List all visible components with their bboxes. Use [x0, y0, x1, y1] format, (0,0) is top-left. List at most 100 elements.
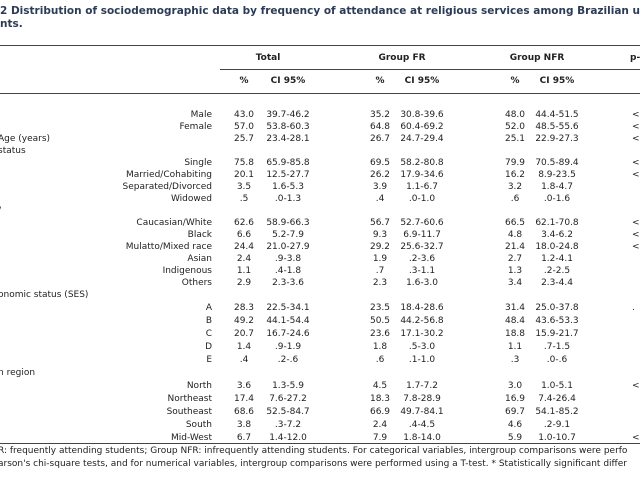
row-label: Indigenous — [162, 266, 212, 276]
cell: 69.5 — [369, 158, 391, 168]
cell: 18.4-28.6 — [400, 303, 444, 313]
cell: 22.9-27.3 — [535, 134, 579, 144]
cell: 12.5-27.7 — [266, 170, 310, 180]
cell: 1.4 — [236, 342, 252, 352]
sub-header: CI 95% — [404, 76, 440, 86]
cell: 6.7 — [236, 433, 252, 443]
cell: .3-1.1 — [408, 266, 436, 276]
cell: 75.8 — [233, 158, 255, 168]
cell: .4-1.8 — [274, 266, 302, 276]
cell: 23.4-28.1 — [266, 134, 310, 144]
cell: 20.1 — [233, 170, 255, 180]
group-header: p- — [630, 53, 640, 63]
cell: 3.8 — [236, 420, 252, 430]
cell: 18.8 — [504, 329, 526, 339]
cell: 5.9 — [507, 433, 523, 443]
cell: 16.7-24.6 — [266, 329, 310, 339]
cell: 60.4-69.2 — [400, 122, 444, 132]
row-label: Black — [187, 230, 212, 240]
cell: 56.7 — [369, 218, 391, 228]
sub-header: % — [510, 76, 520, 86]
cell: .0-1.6 — [543, 194, 571, 204]
row-label: Southeast — [166, 407, 212, 417]
cell: .1-1.0 — [408, 355, 436, 365]
cell: 7.4-26.4 — [538, 394, 576, 404]
row-label: B — [205, 316, 212, 326]
sub-header: CI 95% — [539, 76, 575, 86]
cell: 17.4 — [233, 394, 255, 404]
p-value: < — [632, 170, 640, 180]
cell: .2-2.5 — [543, 266, 571, 276]
cell: 18.0-24.8 — [535, 242, 579, 252]
cell: .5 — [239, 194, 249, 204]
cell: 24.7-29.4 — [400, 134, 444, 144]
bottom-rule — [0, 443, 640, 444]
cell: .2-.6 — [277, 355, 299, 365]
cell: 18.3 — [369, 394, 391, 404]
p-value: < — [632, 110, 640, 120]
cell: 21.0-27.9 — [266, 242, 310, 252]
section-heading: onomic status (SES) — [0, 290, 89, 300]
cell: 69.7 — [504, 407, 526, 417]
row-label: Northeast — [167, 394, 212, 404]
row-label: Married/Cohabiting — [126, 170, 212, 180]
cell: 3.4 — [507, 278, 523, 288]
cell: 30.8-39.6 — [400, 110, 444, 120]
row-label: Mulatto/Mixed race — [125, 242, 212, 252]
group-header: Group FR — [378, 53, 426, 63]
table-title: 2 Distribution of sociodemographic data … — [0, 5, 640, 17]
row-label: D — [205, 342, 212, 352]
cell: 1.1 — [236, 266, 252, 276]
p-value: < — [632, 433, 640, 443]
section-heading: Age (years) — [0, 134, 51, 144]
cell: .4 — [375, 194, 385, 204]
cell: 52.5-84.7 — [266, 407, 310, 417]
cell: .9-3.8 — [274, 254, 302, 264]
cell: .2-3.6 — [408, 254, 436, 264]
cell: 1.3 — [507, 266, 523, 276]
cell: 25.6-32.7 — [400, 242, 444, 252]
cell: 1.2-4.1 — [541, 254, 573, 264]
p-value: < — [632, 230, 640, 240]
cell: 39.7-46.2 — [266, 110, 310, 120]
cell: 1.8-4.7 — [541, 182, 573, 192]
cell: 1.9 — [372, 254, 388, 264]
cell: .3 — [510, 355, 520, 365]
cell: 2.4 — [236, 254, 252, 264]
cell: 15.9-21.7 — [535, 329, 579, 339]
p-value: . — [632, 303, 635, 313]
cell: 1.1 — [507, 342, 523, 352]
cell: 70.5-89.4 — [535, 158, 579, 168]
cell: 8.9-23.5 — [538, 170, 576, 180]
table-title: nts. — [0, 18, 23, 30]
cell: 1.8-14.0 — [403, 433, 441, 443]
row-label: Male — [190, 110, 212, 120]
cell: 25.1 — [504, 134, 526, 144]
cell: 25.7 — [233, 134, 255, 144]
group-header: Group NFR — [509, 53, 565, 63]
cell: 58.2-80.8 — [400, 158, 444, 168]
cell: 4.6 — [507, 420, 523, 430]
sub-header: CI 95% — [270, 76, 306, 86]
cell: 65.9-85.8 — [266, 158, 310, 168]
cell: 3.5 — [236, 182, 252, 192]
cell: 17.9-34.6 — [400, 170, 444, 180]
cell: 53.8-60.3 — [266, 122, 310, 132]
cell: 64.8 — [369, 122, 391, 132]
cell: 6.6 — [236, 230, 252, 240]
cell: 57.0 — [233, 122, 255, 132]
cell: .5-3.0 — [408, 342, 436, 352]
sub-header: % — [239, 76, 249, 86]
p-value: < — [632, 381, 640, 391]
cell: .0-1.3 — [274, 194, 302, 204]
cell: 44.4-51.5 — [535, 110, 579, 120]
row-label: Asian — [187, 254, 212, 264]
cell: 2.9 — [236, 278, 252, 288]
row-label: Single — [184, 158, 212, 168]
cell: 1.0-10.7 — [538, 433, 576, 443]
cell: 1.7-7.2 — [406, 381, 438, 391]
group-rule — [220, 69, 640, 70]
footnote: R: frequently attending students; Group … — [0, 446, 628, 456]
cell: 3.0 — [507, 381, 523, 391]
p-value: < — [632, 242, 640, 252]
